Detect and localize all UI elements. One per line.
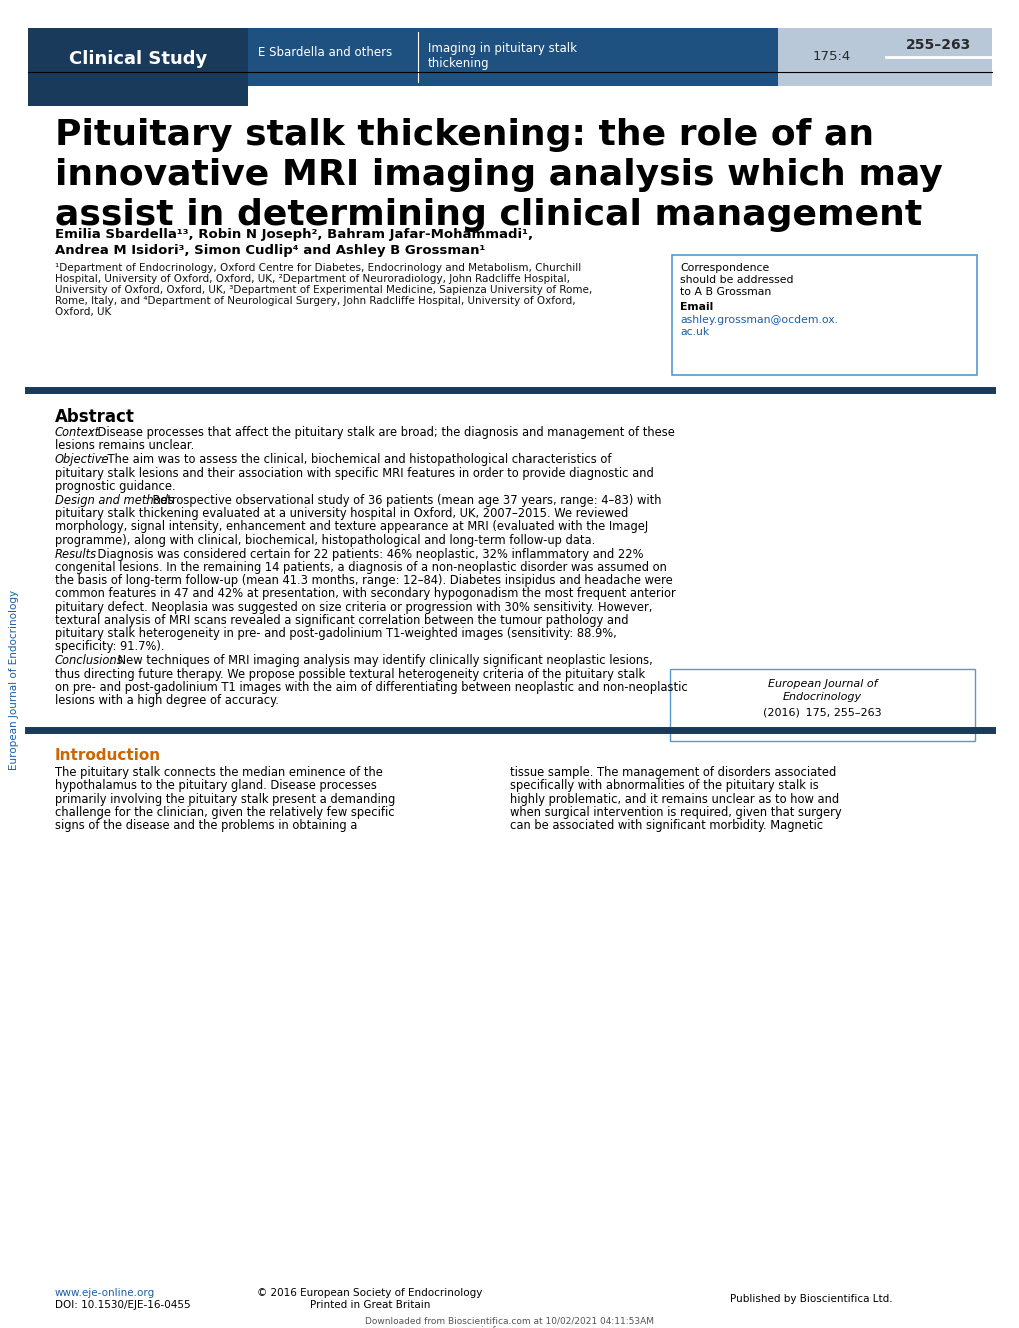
Text: can be associated with significant morbidity. Magnetic: can be associated with significant morbi… [510,819,822,833]
Bar [28,28,248,86]
Text: Conclusions: Conclusions [55,655,123,668]
Text: University of Oxford, Oxford, UK, ³Department of Experimental Medicine, Sapienza: University of Oxford, Oxford, UK, ³Depar… [55,286,592,295]
Text: European Journal of: European Journal of [767,680,876,689]
Text: challenge for the clinician, given the relatively few specific: challenge for the clinician, given the r… [55,806,394,819]
Text: Abstract: Abstract [55,408,135,426]
Text: hypothalamus to the pituitary gland. Disease processes: hypothalamus to the pituitary gland. Dis… [55,780,376,793]
Text: ac.uk: ac.uk [680,327,708,337]
Text: lesions remains unclear.: lesions remains unclear. [55,440,194,453]
Text: the basis of long-term follow-up (mean 41.3 months, range: 12–84). Diabetes insi: the basis of long-term follow-up (mean 4… [55,574,673,587]
Text: DOI: 10.1530/EJE-16-0455: DOI: 10.1530/EJE-16-0455 [55,1300,191,1309]
Bar [248,28,777,86]
Text: pituitary stalk thickening evaluated at a university hospital in Oxford, UK, 200: pituitary stalk thickening evaluated at … [55,507,628,521]
Text: Rome, Italy, and ⁴Department of Neurological Surgery, John Radcliffe Hospital, U: Rome, Italy, and ⁴Department of Neurolog… [55,296,575,305]
Text: prognostic guidance.: prognostic guidance. [55,479,175,493]
Text: Pituitary stalk thickening: the role of an: Pituitary stalk thickening: the role of … [55,118,873,151]
Bar [672,255,976,374]
Text: Design and methods: Design and methods [55,494,173,507]
Text: 255–263: 255–263 [906,39,971,52]
Text: via free access: via free access [476,1325,543,1328]
Text: Andrea M Isidori³, Simon Cudlip⁴ and Ashley B Grossman¹: Andrea M Isidori³, Simon Cudlip⁴ and Ash… [55,244,485,258]
Text: Published by Bioscientifica Ltd.: Published by Bioscientifica Ltd. [730,1293,892,1304]
Bar [28,86,248,106]
Bar [886,28,991,86]
Text: specificity: 91.7%).: specificity: 91.7%). [55,640,164,653]
Text: Imaging in pituitary stalk
thickening: Imaging in pituitary stalk thickening [428,42,577,70]
Text: Endocrinology: Endocrinology [783,692,861,703]
Text: 175:4: 175:4 [812,50,850,62]
Text: Introduction: Introduction [55,748,161,764]
Text: thus directing future therapy. We propose possible textural heterogeneity criter: thus directing future therapy. We propos… [55,668,644,681]
Text: Downloaded from Bioscientifica.com at 10/02/2021 04:11:53AM: Downloaded from Bioscientifica.com at 10… [365,1316,654,1325]
Text: programme), along with clinical, biochemical, histopathological and long-term fo: programme), along with clinical, biochem… [55,534,595,547]
Text: E Sbardella and others: E Sbardella and others [258,46,392,58]
Text: : Disease processes that affect the pituitary stalk are broad; the diagnosis and: : Disease processes that affect the pitu… [90,426,675,440]
Text: Printed in Great Britain: Printed in Great Britain [310,1300,430,1309]
Text: lesions with a high degree of accuracy.: lesions with a high degree of accuracy. [55,695,278,706]
Text: specifically with abnormalities of the pituitary stalk is: specifically with abnormalities of the p… [510,780,818,793]
Text: Results: Results [55,547,97,560]
Text: : New techniques of MRI imaging analysis may identify clinically significant neo: : New techniques of MRI imaging analysis… [110,655,652,668]
Text: primarily involving the pituitary stalk present a demanding: primarily involving the pituitary stalk … [55,793,395,806]
Text: should be addressed: should be addressed [680,275,793,286]
Text: signs of the disease and the problems in obtaining a: signs of the disease and the problems in… [55,819,357,833]
Text: Clinical Study: Clinical Study [69,50,207,68]
Text: ¹Department of Endocrinology, Oxford Centre for Diabetes, Endocrinology and Meta: ¹Department of Endocrinology, Oxford Cen… [55,263,581,274]
Text: Oxford, UK: Oxford, UK [55,307,111,317]
Text: Emilia Sbardella¹³, Robin N Joseph², Bahram Jafar-Mohammadi¹,: Emilia Sbardella¹³, Robin N Joseph², Bah… [55,228,533,240]
Text: pituitary defect. Neoplasia was suggested on size criteria or progression with 3: pituitary defect. Neoplasia was suggeste… [55,600,652,614]
Text: (2016)  175, 255–263: (2016) 175, 255–263 [762,708,881,717]
Text: when surgical intervention is required, given that surgery: when surgical intervention is required, … [510,806,841,819]
Text: Email: Email [680,301,712,312]
Text: The pituitary stalk connects the median eminence of the: The pituitary stalk connects the median … [55,766,382,780]
Text: morphology, signal intensity, enhancement and texture appearance at MRI (evaluat: morphology, signal intensity, enhancemen… [55,521,648,534]
Text: European Journal of Endocrinology: European Journal of Endocrinology [9,590,19,770]
Text: common features in 47 and 42% at presentation, with secondary hypogonadism the m: common features in 47 and 42% at present… [55,587,676,600]
Bar [669,669,974,741]
Text: highly problematic, and it remains unclear as to how and: highly problematic, and it remains uncle… [510,793,839,806]
Text: Hospital, University of Oxford, Oxford, UK, ²Department of Neuroradiology, John : Hospital, University of Oxford, Oxford, … [55,274,570,284]
Text: assist in determining clinical management: assist in determining clinical managemen… [55,198,921,232]
Text: Context: Context [55,426,100,440]
Text: : The aim was to assess the clinical, biochemical and histopathological characte: : The aim was to assess the clinical, bi… [100,453,610,466]
Text: to A B Grossman: to A B Grossman [680,287,770,297]
Text: www.eje-online.org: www.eje-online.org [55,1288,155,1297]
Bar [777,28,886,86]
Text: pituitary stalk lesions and their association with specific MRI features in orde: pituitary stalk lesions and their associ… [55,466,653,479]
Text: on pre- and post-gadolinium T1 images with the aim of differentiating between ne: on pre- and post-gadolinium T1 images wi… [55,681,687,693]
Text: © 2016 European Society of Endocrinology: © 2016 European Society of Endocrinology [257,1288,482,1297]
Text: tissue sample. The management of disorders associated: tissue sample. The management of disorde… [510,766,836,780]
Text: : Retrospective observational study of 36 patients (mean age 37 years, range: 4–: : Retrospective observational study of 3… [145,494,660,507]
Text: ashley.grossman@ocdem.ox.: ashley.grossman@ocdem.ox. [680,315,838,325]
Text: : Diagnosis was considered certain for 22 patients: 46% neoplastic, 32% inflamma: : Diagnosis was considered certain for 2… [90,547,643,560]
Text: Correspondence: Correspondence [680,263,768,274]
Text: textural analysis of MRI scans revealed a significant correlation between the tu: textural analysis of MRI scans revealed … [55,614,628,627]
Text: congenital lesions. In the remaining 14 patients, a diagnosis of a non-neoplasti: congenital lesions. In the remaining 14 … [55,560,666,574]
Text: Objective: Objective [55,453,109,466]
Text: pituitary stalk heterogeneity in pre- and post-gadolinium T1-weighted images (se: pituitary stalk heterogeneity in pre- an… [55,627,616,640]
Text: innovative MRI imaging analysis which may: innovative MRI imaging analysis which ma… [55,158,942,193]
